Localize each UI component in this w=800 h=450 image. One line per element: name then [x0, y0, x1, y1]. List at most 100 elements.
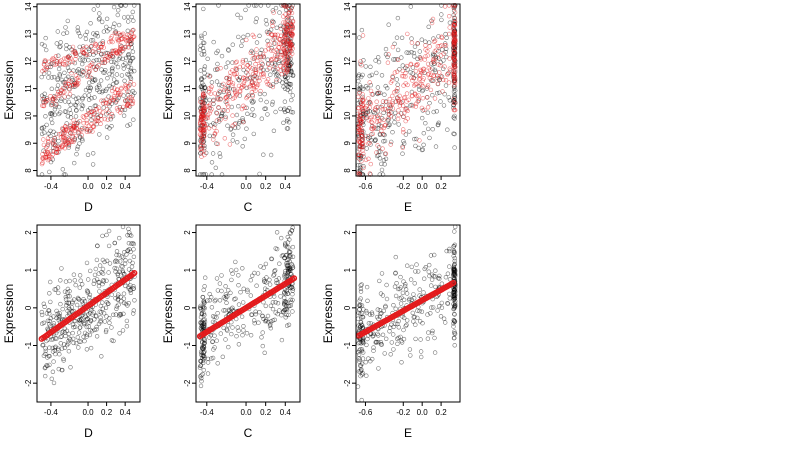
data-point	[375, 91, 380, 97]
x-tick-label: 0.2	[260, 408, 272, 417]
data-point	[198, 363, 203, 369]
data-point	[61, 31, 66, 36]
data-point	[221, 308, 226, 313]
data-point	[436, 56, 442, 61]
data-point	[67, 45, 72, 50]
data-point	[422, 266, 427, 272]
data-point	[282, 273, 287, 278]
data-point	[363, 84, 369, 89]
fitted-point	[72, 120, 77, 126]
data-point	[126, 52, 131, 58]
fitted-point	[285, 58, 290, 64]
fitted-point	[452, 107, 457, 113]
fitted-point	[101, 51, 107, 57]
data-point	[215, 311, 220, 316]
fitted-point	[451, 22, 456, 27]
data-point	[61, 172, 67, 177]
data-point	[357, 298, 362, 303]
data-point	[87, 295, 92, 300]
data-point	[76, 296, 81, 302]
data-point	[217, 298, 223, 303]
data-point	[404, 50, 409, 55]
data-point	[451, 89, 457, 94]
data-point	[87, 268, 93, 274]
data-point	[245, 111, 250, 117]
data-point	[74, 152, 79, 157]
y-tick-label: 13	[24, 29, 33, 38]
data-point	[90, 151, 96, 156]
data-point	[422, 276, 427, 281]
data-point	[284, 252, 289, 258]
data-point	[198, 314, 204, 320]
data-point	[207, 133, 213, 139]
fitted-point	[123, 82, 128, 88]
fitted-point	[61, 128, 67, 133]
fitted-point	[356, 116, 362, 122]
data-point	[283, 241, 288, 246]
fitted-point	[44, 149, 50, 155]
data-point	[56, 313, 61, 318]
data-point	[364, 146, 369, 151]
data-point	[106, 94, 111, 99]
data-point	[82, 58, 87, 63]
data-point	[379, 73, 385, 78]
fitted-point	[65, 135, 70, 140]
fitted-point	[201, 132, 206, 137]
fitted-point	[67, 87, 72, 92]
data-point	[94, 324, 99, 330]
fitted-point	[226, 104, 231, 109]
data-point	[283, 299, 288, 304]
fitted-point	[254, 47, 259, 52]
fitted-point	[259, 64, 264, 70]
data-point	[115, 259, 120, 264]
fitted-point	[258, 69, 263, 74]
data-point	[374, 70, 379, 76]
data-point	[68, 365, 73, 370]
data-point	[264, 22, 269, 27]
fitted-point	[237, 64, 243, 70]
data-point	[200, 294, 205, 300]
x-tick-label: -0.2	[396, 408, 410, 417]
fitted-point	[116, 38, 121, 44]
data-point	[239, 43, 244, 48]
fitted-point	[41, 155, 46, 160]
data-point	[434, 90, 440, 96]
data-point	[57, 311, 62, 316]
fitted-point	[426, 65, 431, 71]
x-tick-label: 0.2	[436, 182, 448, 191]
fitted-point	[452, 62, 457, 67]
fitted-point	[40, 96, 45, 102]
data-point	[42, 59, 47, 64]
data-point	[275, 280, 280, 285]
fitted-point	[223, 85, 228, 91]
data-point	[373, 58, 378, 63]
data-point	[263, 18, 269, 23]
data-point	[78, 339, 84, 344]
data-point	[433, 144, 439, 149]
data-point	[57, 73, 63, 78]
fitted-point	[205, 115, 211, 121]
data-point	[451, 286, 456, 292]
data-point	[392, 41, 397, 46]
fitted-point	[58, 134, 64, 140]
fitted-point	[425, 53, 430, 58]
data-point	[282, 307, 287, 313]
data-point	[290, 263, 295, 268]
fitted-point	[227, 142, 233, 147]
data-point	[395, 82, 400, 87]
fitted-point	[370, 120, 375, 126]
data-point	[413, 322, 418, 327]
fitted-point	[432, 49, 437, 54]
data-point	[91, 281, 97, 286]
x-tick-label: 0.4	[120, 408, 132, 417]
data-point	[66, 331, 72, 336]
data-point	[398, 274, 403, 280]
data-point	[395, 341, 400, 346]
data-point	[363, 360, 368, 365]
fitted-point	[259, 60, 264, 65]
data-point	[199, 35, 205, 40]
fitted-point	[278, 26, 284, 31]
fitted-point	[63, 128, 69, 133]
data-point	[199, 379, 204, 384]
fitted-point	[69, 70, 74, 76]
